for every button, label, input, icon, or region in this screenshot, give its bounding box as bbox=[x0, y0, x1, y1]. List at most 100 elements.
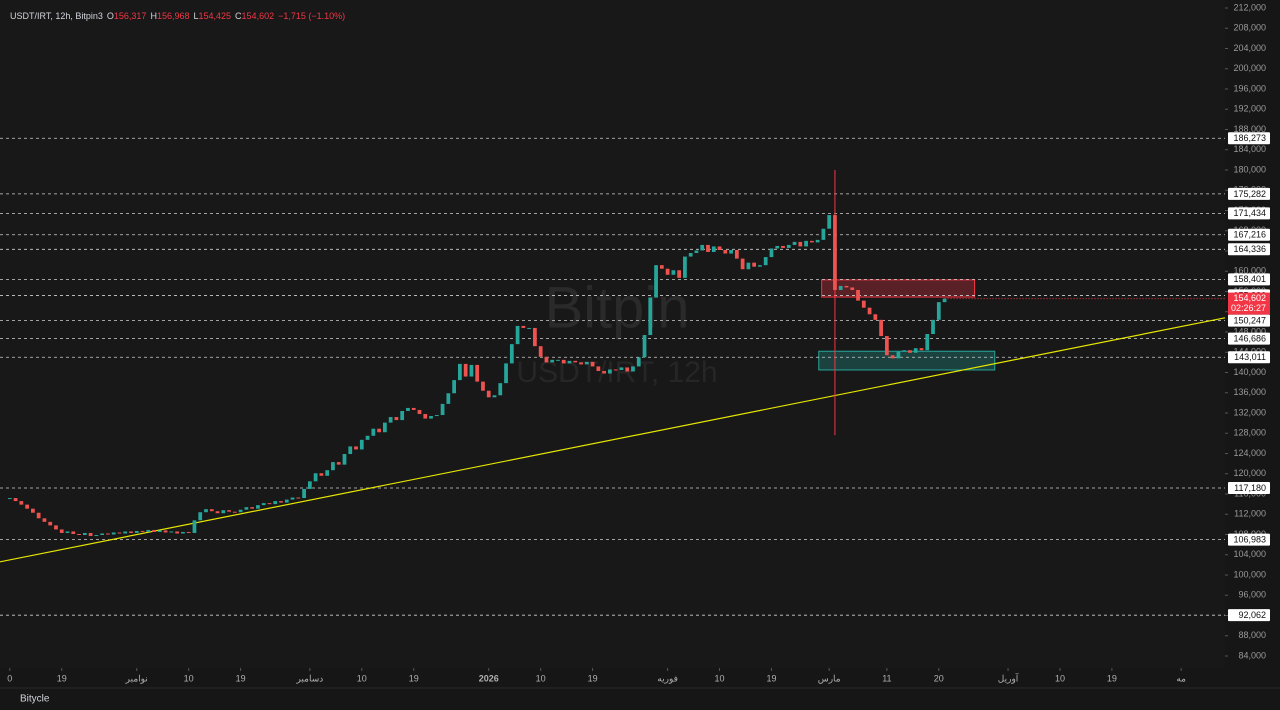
candle bbox=[515, 325, 520, 345]
candle bbox=[204, 509, 208, 513]
candle bbox=[942, 298, 947, 303]
level-label-box bbox=[1228, 314, 1270, 327]
candle bbox=[850, 287, 855, 290]
candle bbox=[25, 504, 29, 509]
candle bbox=[913, 348, 918, 353]
x-tick-label: 0 bbox=[7, 673, 12, 683]
candle bbox=[786, 244, 791, 248]
candle bbox=[59, 529, 64, 533]
level-label-box bbox=[1228, 228, 1270, 241]
candle bbox=[134, 530, 139, 533]
candle bbox=[48, 521, 53, 526]
candle bbox=[446, 393, 451, 404]
candle bbox=[492, 395, 497, 398]
candle bbox=[42, 518, 47, 522]
candle bbox=[365, 435, 370, 440]
candle bbox=[729, 249, 733, 254]
zone bbox=[821, 279, 976, 298]
y-tick-label: 180,000 bbox=[1233, 164, 1266, 174]
level-label: 92,062 bbox=[1238, 610, 1266, 620]
candle bbox=[434, 415, 439, 417]
candle bbox=[844, 285, 849, 288]
candle bbox=[665, 268, 670, 275]
candle bbox=[659, 265, 664, 269]
x-tick-label: 10 bbox=[184, 673, 194, 683]
candle bbox=[527, 327, 531, 329]
candle bbox=[902, 350, 907, 352]
candle bbox=[590, 361, 595, 367]
candle bbox=[884, 336, 889, 356]
candle bbox=[31, 508, 35, 513]
candle bbox=[331, 462, 335, 471]
candle bbox=[123, 531, 128, 534]
candle bbox=[238, 509, 243, 513]
level-label: 167,216 bbox=[1233, 230, 1266, 240]
candle bbox=[192, 520, 197, 533]
candle bbox=[19, 501, 24, 505]
y-tick-label: 88,000 bbox=[1238, 630, 1266, 640]
candle bbox=[273, 501, 278, 505]
candle bbox=[804, 240, 808, 247]
candle bbox=[163, 530, 168, 533]
y-tick-label: 84,000 bbox=[1238, 650, 1266, 660]
candle bbox=[290, 497, 295, 500]
candle bbox=[463, 363, 468, 377]
candle bbox=[792, 241, 797, 245]
candle bbox=[821, 228, 826, 240]
candle bbox=[752, 262, 757, 267]
ohlc-key: C bbox=[235, 11, 242, 21]
ohlc-value: 156,317 bbox=[114, 11, 147, 21]
candle bbox=[371, 428, 376, 436]
candle bbox=[694, 250, 699, 254]
candle bbox=[65, 531, 70, 533]
candle bbox=[631, 366, 635, 372]
candle bbox=[556, 359, 560, 361]
level-label: 146,686 bbox=[1233, 334, 1266, 344]
candle bbox=[648, 297, 653, 336]
level-label: 150,247 bbox=[1233, 315, 1266, 325]
ohlc-value: 156,968 bbox=[157, 11, 190, 21]
candle bbox=[429, 416, 433, 419]
candle bbox=[354, 446, 358, 450]
candle bbox=[296, 497, 301, 499]
candle bbox=[833, 215, 837, 290]
candle bbox=[377, 428, 381, 433]
candle bbox=[106, 533, 110, 535]
candle bbox=[313, 473, 318, 482]
candle bbox=[152, 529, 156, 532]
y-tick-label: 148,000 bbox=[1233, 326, 1266, 336]
candle bbox=[596, 366, 601, 371]
candle bbox=[521, 325, 526, 328]
y-tick-label: 160,000 bbox=[1233, 266, 1266, 276]
header-text: USDT/IRT, 12h, Bitpin3 O156,317 H156,968 L1… bbox=[10, 11, 345, 21]
candle bbox=[244, 507, 249, 510]
x-tick-label: 19 bbox=[1107, 673, 1117, 683]
candle bbox=[175, 531, 180, 534]
last-price-box bbox=[1228, 292, 1270, 315]
candle bbox=[561, 359, 566, 364]
candle bbox=[221, 510, 226, 514]
candle bbox=[342, 454, 347, 465]
y-tick-label: 192,000 bbox=[1233, 104, 1266, 114]
symbol: USDT/IRT, 12h, Bitpin3 bbox=[10, 11, 103, 21]
candle bbox=[7, 498, 12, 500]
candle bbox=[671, 270, 676, 275]
candle bbox=[706, 244, 710, 253]
trendline bbox=[0, 317, 1226, 563]
candle bbox=[919, 348, 924, 351]
y-tick-label: 104,000 bbox=[1233, 549, 1266, 559]
candle bbox=[740, 258, 745, 270]
candle bbox=[544, 356, 549, 363]
candle bbox=[302, 488, 306, 499]
candle bbox=[319, 473, 324, 476]
level-label: 143,011 bbox=[1234, 352, 1266, 362]
candle bbox=[279, 501, 283, 503]
y-tick-label: 200,000 bbox=[1233, 63, 1266, 73]
candle bbox=[394, 417, 399, 421]
candle bbox=[198, 512, 203, 521]
candle bbox=[382, 422, 387, 433]
candle bbox=[579, 362, 583, 365]
y-tick-label: 188,000 bbox=[1233, 124, 1266, 134]
candle bbox=[181, 531, 185, 534]
candle bbox=[486, 390, 491, 398]
